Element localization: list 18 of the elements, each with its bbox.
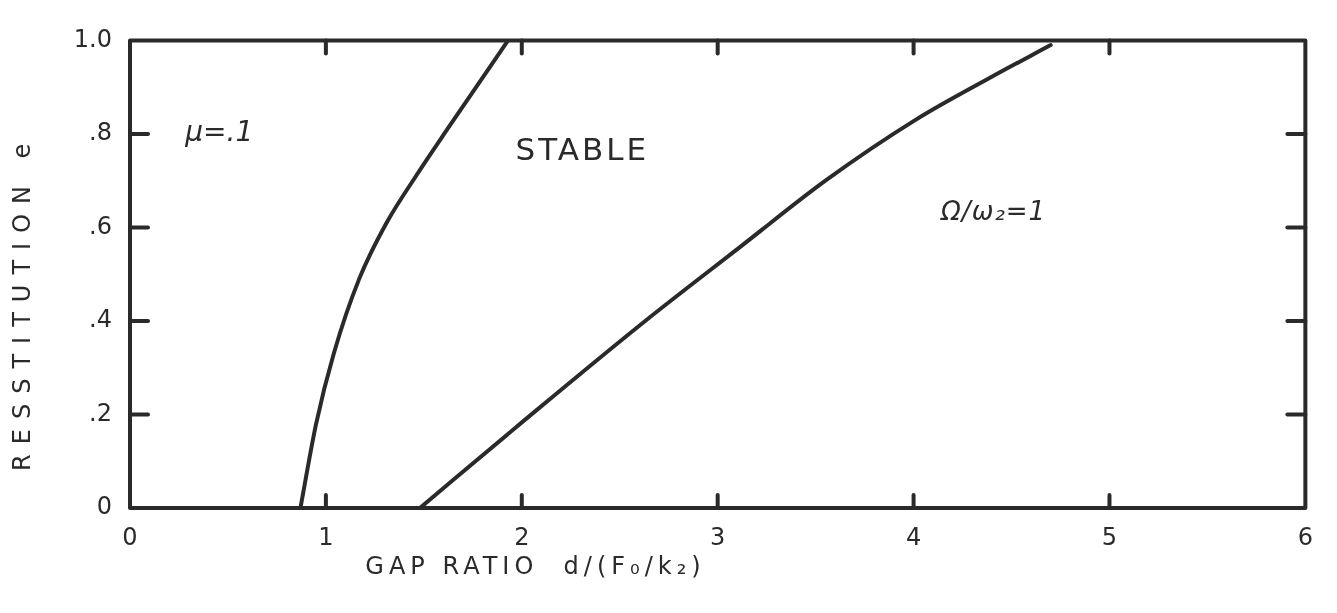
x-tick-label: 2 — [514, 522, 530, 551]
annotation: Ω/ω₂=1 — [940, 196, 1047, 227]
x-tick-label: 3 — [710, 522, 726, 551]
y-tick-label: .2 — [89, 398, 112, 427]
y-axis-title: RESSTITUTION e — [8, 133, 37, 471]
y-tick-label: 0 — [96, 492, 112, 521]
x-axis-title: GAP RATIO d/(F₀/k₂) — [365, 552, 706, 581]
y-tick-label: .8 — [89, 118, 112, 147]
x-tick-label: 5 — [1101, 522, 1118, 551]
x-tick-label: 0 — [122, 522, 138, 551]
x-tick-label: 4 — [905, 522, 922, 551]
y-tick-label: 1.0 — [73, 24, 112, 53]
y-tick-label: .6 — [89, 211, 112, 240]
x-tick-label: 6 — [1297, 522, 1314, 551]
x-tick-label: 1 — [318, 522, 334, 551]
annotation: μ=.1 — [184, 115, 254, 149]
y-tick-label: .4 — [89, 305, 112, 334]
annotation: STABLE — [515, 130, 650, 167]
